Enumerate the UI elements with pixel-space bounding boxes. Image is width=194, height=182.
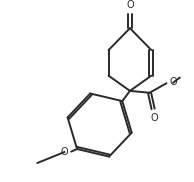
Text: O: O (170, 77, 177, 87)
Text: O: O (126, 0, 134, 10)
Text: O: O (60, 147, 68, 157)
Text: O: O (150, 113, 158, 123)
